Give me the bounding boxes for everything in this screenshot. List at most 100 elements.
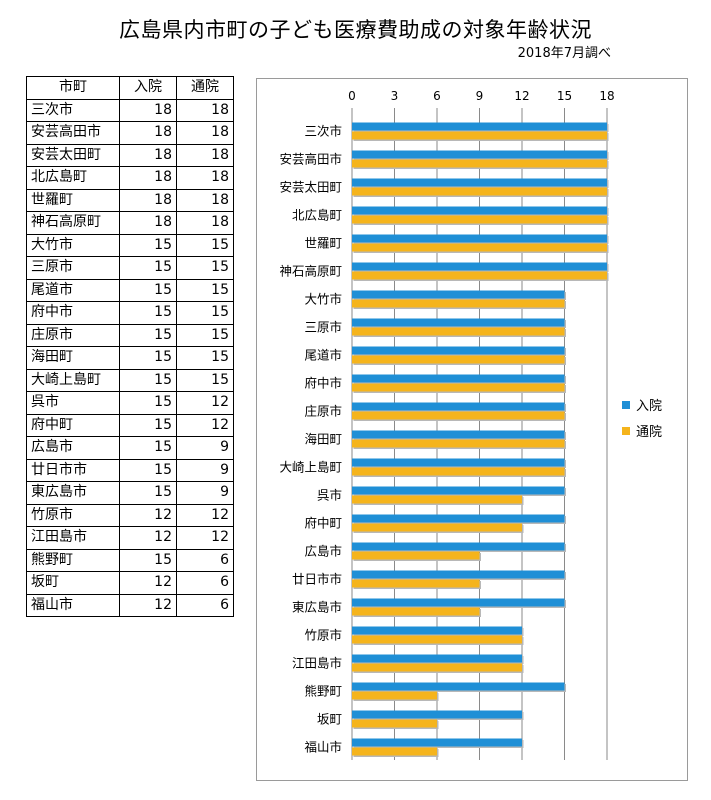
cell-outpatient: 9 xyxy=(176,481,234,505)
cell-outpatient: 6 xyxy=(176,593,234,617)
bar-outpatient xyxy=(352,355,565,364)
bar-inpatient xyxy=(352,234,607,243)
bar-inpatient xyxy=(352,150,607,159)
table-row: 呉市 15 12 xyxy=(26,391,234,415)
cell-municipality: 呉市 xyxy=(26,391,120,415)
cell-municipality: 福山市 xyxy=(26,593,120,617)
cell-inpatient: 15 xyxy=(119,368,177,392)
cell-outpatient: 18 xyxy=(176,188,234,212)
cell-outpatient: 18 xyxy=(176,166,234,190)
bar-inpatient xyxy=(352,346,565,355)
bar-outpatient xyxy=(352,187,607,196)
table-row: 三原市 15 15 xyxy=(26,256,234,280)
table-row: 世羅町 18 18 xyxy=(26,188,234,212)
bar-outpatient xyxy=(352,299,565,308)
table-row: 神石高原町 18 18 xyxy=(26,211,234,235)
bar-outpatient xyxy=(352,439,565,448)
cell-municipality: 府中市 xyxy=(26,301,120,325)
cell-municipality: 府中町 xyxy=(26,413,120,437)
bar-inpatient xyxy=(352,738,522,747)
legend-label: 入院 xyxy=(636,399,662,414)
table-header-row: 市町 入院 通院 xyxy=(26,76,234,100)
x-tick-label: 3 xyxy=(391,89,399,103)
cell-municipality: 安芸太田町 xyxy=(26,143,120,167)
table-row: 広島市 15 9 xyxy=(26,436,234,460)
bar-outpatient xyxy=(352,691,437,700)
category-label: 呉市 xyxy=(317,488,342,503)
cell-inpatient: 18 xyxy=(119,188,177,212)
bar-outpatient xyxy=(352,271,607,280)
category-label: 世羅町 xyxy=(304,236,342,251)
cell-outpatient: 15 xyxy=(176,323,234,347)
bar-inpatient xyxy=(352,178,607,187)
cell-municipality: 海田町 xyxy=(26,346,120,370)
bar-inpatient xyxy=(352,514,565,523)
cell-municipality: 熊野町 xyxy=(26,548,120,572)
bar-inpatient xyxy=(352,682,565,691)
cell-outpatient: 18 xyxy=(176,98,234,122)
category-label: 坂町 xyxy=(317,712,342,727)
category-label: 大竹市 xyxy=(304,292,342,307)
bar-inpatient xyxy=(352,262,607,271)
cell-inpatient: 18 xyxy=(119,121,177,145)
x-tick-label: 0 xyxy=(348,89,356,103)
cell-municipality: 広島市 xyxy=(26,436,120,460)
category-label: 庄原市 xyxy=(304,404,342,419)
cell-outpatient: 12 xyxy=(176,503,234,527)
cell-outpatient: 15 xyxy=(176,301,234,325)
cell-inpatient: 12 xyxy=(119,503,177,527)
bar-outpatient xyxy=(352,579,480,588)
bar-inpatient xyxy=(352,626,522,635)
header-municipality: 市町 xyxy=(26,76,120,100)
category-label: 廿日市市 xyxy=(292,572,342,587)
table-row: 尾道市 15 15 xyxy=(26,278,234,302)
cell-outpatient: 12 xyxy=(176,391,234,415)
bar-inpatient xyxy=(352,430,565,439)
table-row: 北広島町 18 18 xyxy=(26,166,234,190)
bar-outpatient xyxy=(352,159,607,168)
cell-outpatient: 15 xyxy=(176,233,234,257)
bar-inpatient xyxy=(352,542,565,551)
bar-inpatient xyxy=(352,598,565,607)
survey-date: 2018年7月調べ xyxy=(517,46,611,61)
legend-swatch-outpatient xyxy=(622,427,630,435)
table-row: 大崎上島町 15 15 xyxy=(26,368,234,392)
bar-outpatient xyxy=(352,747,437,756)
cell-inpatient: 18 xyxy=(119,166,177,190)
bar-outpatient xyxy=(352,467,565,476)
table-row: 安芸太田町 18 18 xyxy=(26,143,234,167)
bar-outpatient xyxy=(352,663,522,672)
cell-inpatient: 12 xyxy=(119,526,177,550)
legend-label: 通院 xyxy=(636,425,662,440)
bar-outpatient xyxy=(352,607,480,616)
cell-inpatient: 15 xyxy=(119,233,177,257)
cell-inpatient: 12 xyxy=(119,571,177,595)
category-label: 府中町 xyxy=(304,516,342,531)
cell-municipality: 北広島町 xyxy=(26,166,120,190)
category-label: 府中市 xyxy=(304,376,342,391)
category-label: 江田島市 xyxy=(292,656,342,671)
category-label: 福山市 xyxy=(304,740,342,755)
table-row: 安芸高田市 18 18 xyxy=(26,121,234,145)
cell-inpatient: 15 xyxy=(119,481,177,505)
legend-swatch-inpatient xyxy=(622,401,630,409)
header-inpatient: 入院 xyxy=(119,76,177,100)
bar-outpatient xyxy=(352,243,607,252)
cell-outpatient: 15 xyxy=(176,278,234,302)
bar-inpatient xyxy=(352,570,565,579)
bar-outpatient xyxy=(352,551,480,560)
bar-inpatient xyxy=(352,290,565,299)
cell-municipality: 江田島市 xyxy=(26,526,120,550)
cell-outpatient: 18 xyxy=(176,211,234,235)
cell-outpatient: 15 xyxy=(176,368,234,392)
table-row: 廿日市市 15 9 xyxy=(26,458,234,482)
table-row: 三次市 18 18 xyxy=(26,98,234,122)
cell-inpatient: 15 xyxy=(119,256,177,280)
cell-municipality: 三原市 xyxy=(26,256,120,280)
table-row: 熊野町 15 6 xyxy=(26,548,234,572)
age-table: 市町 入院 通院 三次市 18 18 安芸高田市 18 18 安芸太田町 18 18 北広島町 18… xyxy=(26,76,234,617)
bar-outpatient xyxy=(352,719,437,728)
category-label: 大崎上島町 xyxy=(279,460,342,475)
cell-municipality: 大崎上島町 xyxy=(26,368,120,392)
bar-outpatient xyxy=(352,523,522,532)
